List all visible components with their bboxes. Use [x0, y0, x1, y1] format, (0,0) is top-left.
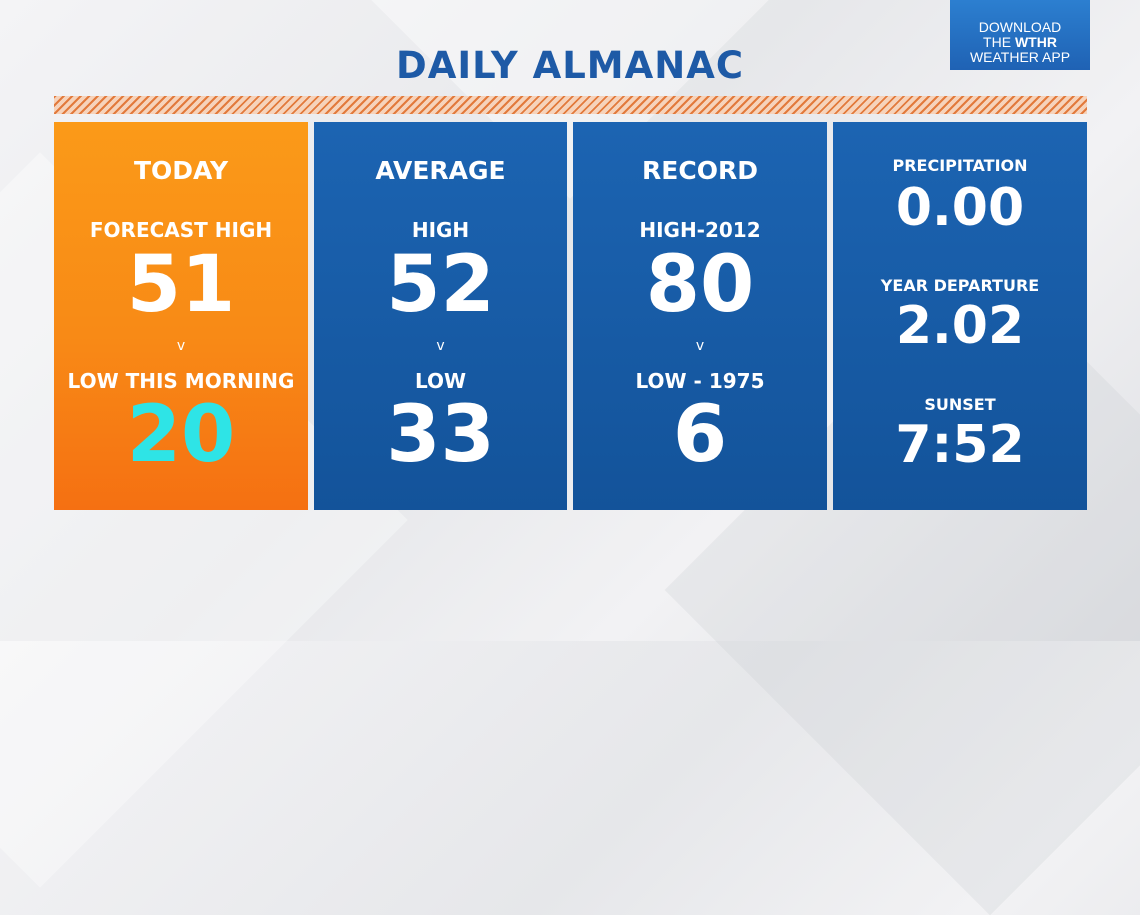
precipitation-value: 0.00: [895, 178, 1025, 238]
stats-panel: PRECIPITATION 0.00 YEAR DEPARTURE 2.02 S…: [833, 122, 1087, 510]
average-panel: AVERAGE HIGH 52 v LOW 33: [314, 122, 567, 510]
panel-heading: TODAY: [133, 156, 229, 185]
panel-heading: RECORD: [642, 156, 758, 185]
forecast-high-value: 51: [126, 240, 236, 330]
sunset-value: 7:52: [895, 415, 1025, 475]
divider-caret: v: [695, 338, 705, 354]
decorative-stripe-band: [54, 96, 1087, 114]
year-departure-value: 2.02: [895, 296, 1025, 356]
average-high-value: 52: [386, 240, 495, 330]
low-this-morning-value: 20: [126, 390, 236, 480]
today-panel: TODAY FORECAST HIGH 51 v LOW THIS MORNIN…: [54, 122, 308, 510]
divider-caret: v: [436, 338, 445, 354]
promo-line-3: WEATHER APP: [969, 49, 1071, 65]
panel-heading: AVERAGE: [375, 156, 506, 185]
average-low-value: 33: [386, 390, 495, 480]
sunset-label: SUNSET: [924, 395, 996, 414]
download-app-promo[interactable]: DOWNLOAD THE WTHR WEATHER APP: [950, 0, 1090, 70]
page-title: DAILY ALMANAC: [395, 44, 745, 87]
record-low-value: 6: [672, 390, 728, 480]
record-high-value: 80: [645, 240, 755, 330]
year-departure-label: YEAR DEPARTURE: [880, 276, 1040, 295]
average-low-label: LOW: [414, 369, 467, 393]
forecast-high-label: FORECAST HIGH: [89, 218, 273, 242]
record-high-label: HIGH-2012: [639, 218, 761, 242]
record-panel: RECORD HIGH-2012 80 v LOW - 1975 6: [573, 122, 827, 510]
promo-line-2: THE WTHR: [983, 34, 1057, 50]
average-high-label: HIGH: [411, 218, 470, 242]
low-this-morning-label: LOW THIS MORNING: [67, 369, 295, 393]
brand-name: WTHR: [1014, 34, 1057, 50]
record-low-label: LOW - 1975: [635, 369, 765, 393]
promo-line-1: DOWNLOAD: [978, 19, 1062, 35]
precipitation-label: PRECIPITATION: [892, 156, 1028, 175]
divider-caret: v: [176, 338, 186, 354]
